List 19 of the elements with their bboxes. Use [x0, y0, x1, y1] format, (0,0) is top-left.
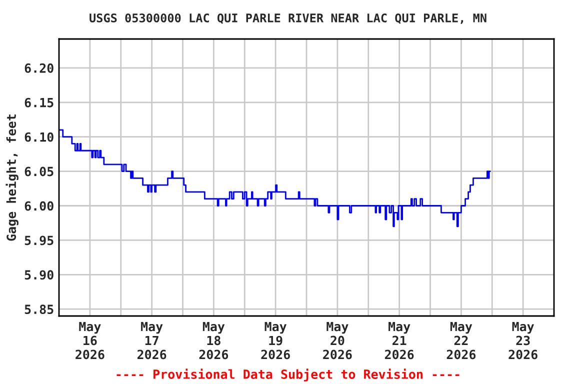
x-tick-label: May 18 2026 — [199, 322, 228, 360]
y-tick-label: 6.15 — [24, 98, 54, 108]
x-tick-label: May 17 2026 — [137, 322, 166, 360]
y-tick-label: 6.00 — [24, 201, 54, 211]
x-tick-label: May 22 2026 — [446, 322, 476, 360]
y-tick-label: 6.10 — [24, 132, 54, 142]
x-tick-label: May 19 2026 — [261, 322, 290, 360]
y-axis-title: Gage height, feet — [6, 114, 18, 241]
text: ---- Provisional Data Subject to Revision ---- — [116, 368, 460, 382]
x-tick-label: May 21 2026 — [384, 322, 414, 360]
y-tick-label: 6.20 — [24, 63, 54, 73]
y-tick-label: 5.95 — [24, 236, 54, 246]
y-tick-label: 5.85 — [24, 304, 54, 314]
y-tick-label: 6.05 — [24, 166, 54, 176]
chart-title: USGS 05300000 LAC QUI PARLE RIVER NEAR LAC QUI PARLE, MN — [90, 13, 486, 24]
x-tick-label: May 16 2026 — [76, 322, 104, 360]
y-tick-label: 5.90 — [24, 270, 54, 280]
x-tick-label: May 23 2026 — [508, 322, 538, 360]
x-tick-label: May 20 2026 — [323, 322, 352, 360]
